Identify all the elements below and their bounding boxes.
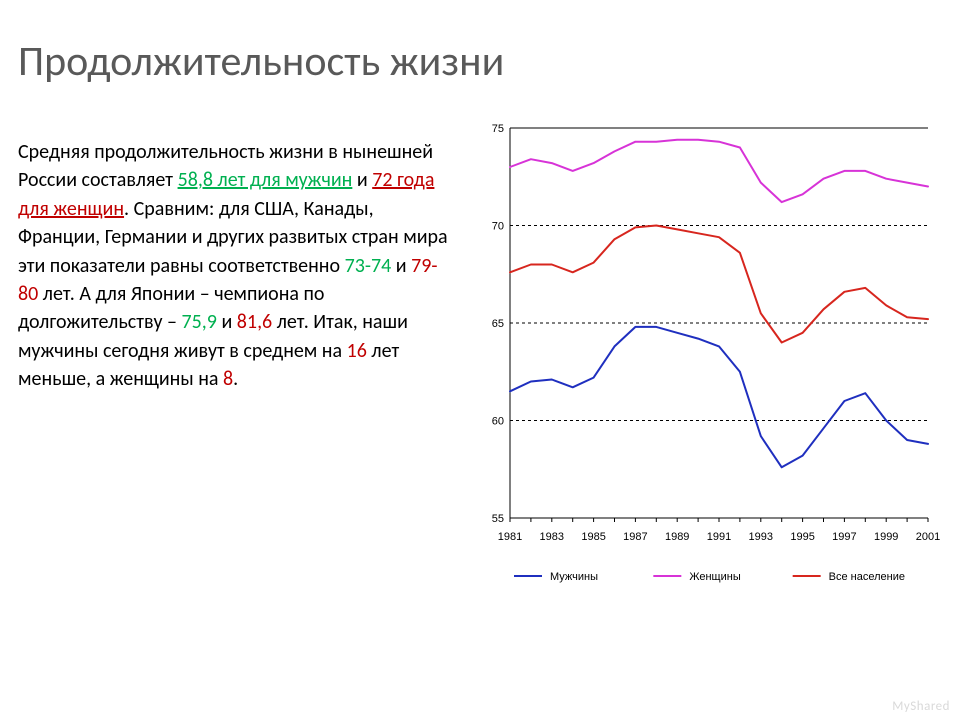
svg-text:60: 60 <box>492 416 504 428</box>
svg-text:Мужчины: Мужчины <box>550 571 598 583</box>
svg-text:70: 70 <box>492 221 504 233</box>
svg-text:55: 55 <box>492 513 504 525</box>
svg-text:Женщины: Женщины <box>689 571 740 583</box>
men-developed: 73-74 <box>345 254 392 278</box>
svg-text:65: 65 <box>492 318 504 330</box>
text-fragment: . <box>233 367 238 391</box>
chart-svg: 55 60 65 70 75 1981 1983 1985 1987 1989 1991 1993 19… <box>468 120 946 600</box>
svg-text:1989: 1989 <box>665 531 689 543</box>
text-fragment: и <box>352 168 372 192</box>
text-fragment: и <box>391 254 411 278</box>
svg-text:1997: 1997 <box>832 531 856 543</box>
gap-men: 16 <box>347 339 367 363</box>
gap-women: 8 <box>223 367 233 391</box>
svg-text:1991: 1991 <box>707 531 731 543</box>
svg-text:2001: 2001 <box>916 531 940 543</box>
svg-text:1987: 1987 <box>623 531 647 543</box>
svg-text:75: 75 <box>492 123 504 135</box>
watermark: MyShared <box>892 699 950 714</box>
life-expectancy-chart: 55 60 65 70 75 1981 1983 1985 1987 1989 1991 1993 19… <box>468 120 946 600</box>
body-paragraph: Средняя продолжительность жизни в нынешн… <box>18 138 456 394</box>
svg-text:1981: 1981 <box>498 531 522 543</box>
svg-text:Все население: Все население <box>829 571 905 583</box>
men-russia: 58,8 лет для мужчин <box>178 168 353 192</box>
svg-text:1995: 1995 <box>790 531 814 543</box>
page-title: Продолжительность жизни <box>18 36 504 87</box>
japan-men: 75,9 <box>182 310 217 334</box>
svg-text:1993: 1993 <box>749 531 773 543</box>
watermark-text: MyShared <box>892 699 950 714</box>
svg-text:1983: 1983 <box>540 531 564 543</box>
text-fragment: и <box>217 310 237 334</box>
svg-text:1985: 1985 <box>581 531 605 543</box>
japan-women: 81,6 <box>237 310 272 334</box>
svg-text:1999: 1999 <box>874 531 898 543</box>
